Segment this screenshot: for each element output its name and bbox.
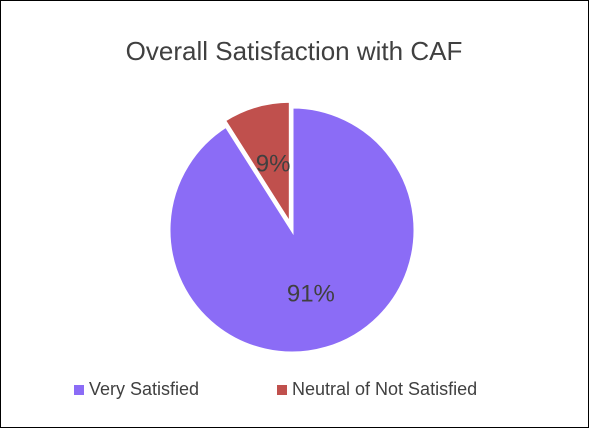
pie-slice <box>167 105 417 355</box>
data-label: 9% <box>256 150 291 177</box>
legend-label: Neutral of Not Satisfied <box>292 379 477 399</box>
legend-swatch <box>74 385 84 395</box>
chart-title: Overall Satisfaction with CAF <box>126 36 463 66</box>
legend-swatch <box>277 385 287 395</box>
pie-slice <box>222 99 292 230</box>
data-label: 91% <box>287 280 335 307</box>
legend-label: Very Satisfied <box>89 379 199 399</box>
